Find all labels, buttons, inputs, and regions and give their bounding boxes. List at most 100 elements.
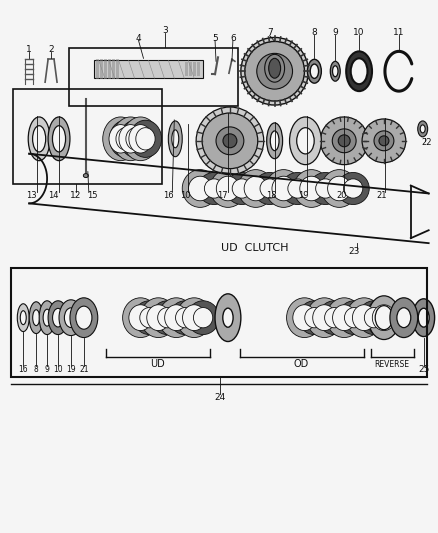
Bar	[104, 59, 107, 79]
Bar	[116, 59, 119, 79]
Text: 17: 17	[217, 191, 227, 200]
Ellipse shape	[316, 179, 335, 198]
Text: 5: 5	[212, 34, 218, 43]
Text: 6: 6	[230, 34, 236, 43]
Ellipse shape	[293, 169, 329, 207]
Ellipse shape	[321, 169, 357, 207]
Ellipse shape	[413, 299, 434, 336]
Ellipse shape	[266, 169, 301, 207]
Ellipse shape	[136, 128, 155, 150]
Text: 2: 2	[48, 45, 54, 54]
Ellipse shape	[165, 305, 188, 330]
Text: 11: 11	[393, 28, 405, 37]
Text: 14: 14	[48, 191, 58, 200]
Ellipse shape	[332, 305, 356, 330]
Text: 21: 21	[79, 365, 88, 374]
Ellipse shape	[364, 308, 384, 328]
Text: 25: 25	[418, 365, 429, 374]
Ellipse shape	[39, 301, 55, 335]
Ellipse shape	[300, 176, 323, 201]
Ellipse shape	[133, 301, 166, 335]
Ellipse shape	[116, 128, 135, 150]
Ellipse shape	[307, 298, 342, 337]
Ellipse shape	[176, 298, 212, 337]
Text: 9: 9	[45, 365, 49, 374]
Bar	[197, 62, 200, 76]
Ellipse shape	[372, 305, 396, 330]
Ellipse shape	[346, 51, 372, 91]
Bar	[193, 62, 196, 76]
Ellipse shape	[310, 64, 318, 78]
Ellipse shape	[286, 298, 322, 337]
Ellipse shape	[119, 125, 142, 153]
Ellipse shape	[223, 308, 233, 327]
Text: 15: 15	[88, 191, 98, 200]
Ellipse shape	[210, 169, 246, 207]
Ellipse shape	[374, 131, 394, 151]
Bar	[185, 62, 188, 76]
Ellipse shape	[48, 117, 70, 160]
Text: 20: 20	[336, 191, 346, 200]
Ellipse shape	[244, 176, 267, 201]
Ellipse shape	[297, 128, 314, 154]
Ellipse shape	[110, 120, 142, 157]
Ellipse shape	[126, 128, 145, 150]
Ellipse shape	[238, 169, 274, 207]
Ellipse shape	[418, 308, 429, 327]
Ellipse shape	[216, 127, 244, 155]
Ellipse shape	[344, 308, 364, 328]
Ellipse shape	[123, 298, 159, 337]
Ellipse shape	[343, 179, 363, 198]
Ellipse shape	[337, 173, 369, 205]
Ellipse shape	[330, 61, 340, 81]
Ellipse shape	[326, 298, 362, 337]
Ellipse shape	[182, 169, 218, 207]
Ellipse shape	[48, 301, 68, 335]
Ellipse shape	[288, 179, 307, 198]
Text: 23: 23	[349, 247, 360, 256]
Ellipse shape	[257, 53, 293, 89]
Ellipse shape	[338, 135, 350, 147]
Ellipse shape	[76, 306, 92, 329]
Ellipse shape	[358, 301, 390, 335]
Ellipse shape	[307, 59, 321, 83]
Ellipse shape	[83, 174, 88, 177]
Ellipse shape	[198, 173, 230, 205]
Text: 19: 19	[298, 191, 309, 200]
Ellipse shape	[53, 126, 66, 152]
Ellipse shape	[103, 117, 138, 160]
Bar	[108, 59, 111, 79]
Ellipse shape	[241, 37, 308, 105]
Ellipse shape	[109, 125, 132, 153]
Text: 18: 18	[266, 191, 277, 200]
Ellipse shape	[183, 305, 206, 330]
Text: 12: 12	[70, 191, 81, 200]
Ellipse shape	[232, 179, 251, 198]
Text: 7: 7	[267, 28, 272, 37]
Ellipse shape	[33, 310, 40, 326]
Ellipse shape	[293, 305, 316, 330]
Ellipse shape	[215, 294, 241, 342]
Ellipse shape	[332, 129, 356, 153]
Bar	[100, 59, 103, 79]
Text: 1: 1	[26, 45, 32, 54]
Text: 9: 9	[332, 28, 338, 37]
Ellipse shape	[216, 176, 240, 201]
Ellipse shape	[187, 301, 219, 335]
Ellipse shape	[158, 308, 177, 328]
Ellipse shape	[20, 311, 26, 325]
Ellipse shape	[129, 125, 152, 153]
Ellipse shape	[202, 113, 258, 168]
Ellipse shape	[129, 305, 152, 330]
Ellipse shape	[129, 120, 162, 157]
Text: 24: 24	[214, 393, 226, 402]
Ellipse shape	[390, 298, 418, 337]
Ellipse shape	[268, 58, 281, 78]
Ellipse shape	[281, 173, 314, 205]
Ellipse shape	[64, 308, 78, 327]
Ellipse shape	[123, 117, 159, 160]
Ellipse shape	[418, 121, 427, 137]
Ellipse shape	[379, 136, 389, 146]
Ellipse shape	[338, 301, 370, 335]
Text: UD: UD	[150, 359, 165, 369]
